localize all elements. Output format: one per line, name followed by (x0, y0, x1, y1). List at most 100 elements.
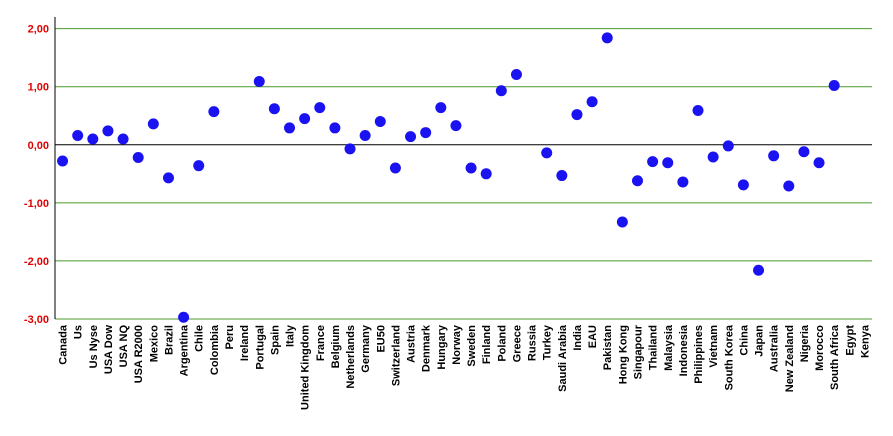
dot (208, 106, 220, 118)
dot (510, 68, 522, 80)
dot (268, 103, 280, 115)
dot (132, 152, 144, 164)
y-tick-label: 2,00 (28, 24, 49, 36)
x-tick-label: Singapour (632, 324, 644, 379)
x-tick-label: Peru (224, 325, 236, 349)
dot (314, 102, 326, 114)
dot (571, 109, 583, 121)
x-tick-label: Kenya (859, 324, 871, 358)
x-tick-label: Malaysia (663, 324, 675, 371)
dot (737, 179, 749, 191)
x-tick-label: Thailand (648, 325, 660, 370)
dot (450, 120, 462, 132)
x-tick-label: Brazil (163, 325, 175, 355)
x-tick-label: Philippines (693, 325, 705, 384)
x-tick-label: France (315, 325, 327, 361)
dot (616, 216, 628, 228)
dot (359, 129, 371, 141)
dot (692, 105, 704, 117)
x-tick-label: Australia (769, 324, 781, 372)
dot (465, 162, 477, 174)
x-tick-label: India (572, 324, 584, 351)
x-tick-label: Italy (285, 324, 297, 347)
x-tick-label: New Zealand (784, 325, 796, 392)
y-tick-label: 1,00 (28, 82, 49, 94)
dot (828, 80, 840, 92)
dot (647, 156, 659, 168)
x-tick-label: Greece (511, 325, 523, 362)
x-tick-label: Us Nyse (88, 325, 100, 368)
dot (193, 160, 205, 172)
x-tick-label: South Korea (723, 324, 735, 390)
dot (284, 122, 296, 134)
x-tick-label: United Kingdom (300, 325, 312, 410)
x-tick-label: Indonesia (678, 324, 690, 376)
x-tick-label: Mexico (148, 325, 160, 363)
x-tick-label: Spain (269, 325, 281, 355)
x-tick-label: EAU (587, 325, 599, 348)
x-tick-label: Argentina (179, 324, 191, 376)
y-tick-label: -3,00 (24, 314, 49, 326)
dot (57, 155, 69, 167)
dot (117, 133, 129, 145)
x-tick-label: Poland (496, 325, 508, 362)
dot (147, 118, 159, 130)
x-tick-label: Hong Kong (617, 325, 629, 384)
x-tick-label: Germany (360, 324, 372, 373)
x-tick-label: Egypt (844, 325, 856, 356)
dot (435, 102, 447, 114)
dot (420, 127, 432, 139)
x-tick-label: Saudi Arabia (557, 324, 569, 392)
dot (722, 140, 734, 152)
x-tick-label: Japan (754, 325, 766, 357)
dot (87, 133, 99, 145)
x-tick-label: Morocco (814, 325, 826, 371)
dot (299, 113, 311, 125)
x-tick-label: Colombia (209, 324, 221, 375)
x-tick-label: Chile (194, 325, 206, 352)
y-tick-label: -1,00 (24, 198, 49, 210)
y-tick-label: 0,00 (28, 140, 49, 152)
dot (495, 85, 507, 97)
dot (798, 146, 810, 158)
x-tick-label: South Africa (829, 324, 841, 390)
dot (813, 157, 825, 169)
dot (253, 75, 265, 87)
x-tick-label: Austria (406, 324, 418, 363)
x-tick-label: Finland (481, 325, 493, 364)
x-tick-label: Belgium (330, 325, 342, 369)
x-tick-label: Canada (58, 324, 70, 365)
x-tick-label: Turkey (542, 324, 554, 360)
x-tick-label: China (738, 324, 750, 355)
x-tick-label: Russia (527, 324, 539, 361)
dot (374, 116, 386, 128)
dot (344, 143, 356, 155)
dot (662, 157, 674, 169)
x-tick-label: EU50 (375, 325, 387, 353)
dot (389, 162, 401, 174)
x-tick-label: Hungary (436, 324, 448, 370)
dot (707, 151, 719, 163)
x-tick-label: USA NQ (118, 325, 130, 368)
x-tick-label: USA Dow (103, 325, 115, 375)
dot (631, 175, 643, 187)
x-tick-label: Switzerland (390, 325, 402, 386)
x-tick-label: Pakistan (602, 325, 614, 371)
dot (556, 170, 568, 182)
dot (405, 131, 417, 143)
x-tick-label: Portugal (254, 325, 266, 370)
dot (753, 264, 765, 276)
dot (768, 150, 780, 162)
dot (783, 180, 795, 192)
x-tick-label: Us (73, 325, 85, 339)
dot (586, 96, 598, 108)
x-tick-label: USA R2000 (133, 325, 145, 383)
dot (541, 147, 553, 159)
y-tick-label: -2,00 (24, 256, 49, 268)
dot (72, 129, 84, 141)
dot (601, 32, 613, 44)
x-tick-label: Denmark (421, 324, 433, 372)
dot (178, 311, 190, 323)
dot (162, 172, 174, 184)
